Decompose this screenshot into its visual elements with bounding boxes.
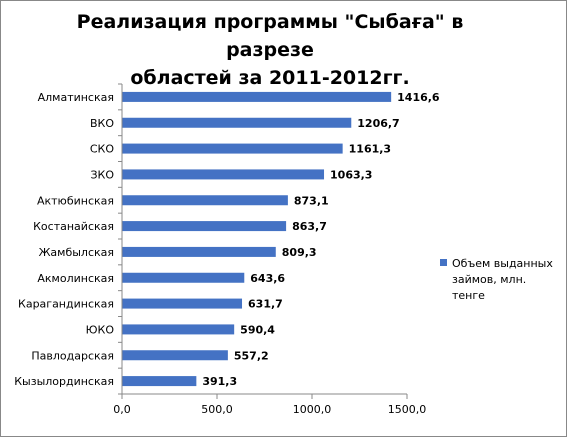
data-label: 1161,3 [349,143,391,156]
bar [122,91,392,102]
bar [122,272,245,283]
data-label: 391,3 [202,375,237,388]
x-tick-label: 0,0 [113,403,131,416]
category-label: ЗКО [90,168,114,181]
bar [122,143,343,154]
data-label: 590,4 [240,323,275,336]
bar [122,246,276,257]
bar [122,195,288,206]
category-label: Актюбинская [37,194,114,207]
bar [122,117,352,128]
category-label: СКО [90,143,114,156]
bar [122,298,243,309]
category-label: ВКО [90,117,114,130]
x-tick-label: 500,0 [201,403,233,416]
data-label: 631,7 [248,298,283,311]
category-label: Жамбылская [39,246,114,259]
data-label: 643,6 [250,272,285,285]
data-label: 809,3 [282,246,317,259]
data-label: 1206,7 [357,117,399,130]
bar [122,376,197,387]
legend-label-line-1: Объем выданных [452,257,553,270]
bar [122,350,228,361]
category-label: Костанайская [33,220,114,233]
chart-title: Реализация программы "Сыбаға" в разрезе … [40,8,500,92]
x-tick-label: 1500,0 [388,403,427,416]
legend-label-line-2: займов, млн. тенге [452,273,527,302]
bar [122,324,235,335]
category-label: Акмолинская [37,272,114,285]
chart-title-line-1: Реализация программы "Сыбаға" в разрезе [76,11,464,61]
data-label: 863,7 [292,220,327,233]
data-label: 557,2 [234,349,269,362]
category-label: Павлодарская [31,349,114,362]
data-label: 1063,3 [330,168,372,181]
legend-item: Объем выданных [440,256,560,272]
category-label: Карагандинская [18,298,114,311]
category-label: ЮКО [86,323,115,336]
chart-title-line-2: областей за 2011-2012гг. [130,67,410,89]
category-label: Алматинская [38,91,114,104]
bar [122,221,287,232]
bar [122,169,325,180]
x-tick-label: 1000,0 [293,403,332,416]
legend-swatch [440,259,447,266]
legend: Объем выданных займов, млн. тенге [440,256,560,304]
category-label: Кызылординская [14,375,114,388]
data-label: 873,1 [294,194,329,207]
data-label: 1416,6 [397,91,440,104]
